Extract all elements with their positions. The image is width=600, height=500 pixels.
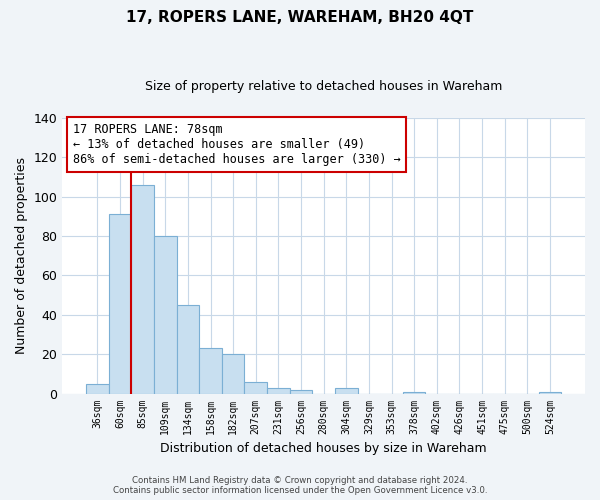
Text: 17 ROPERS LANE: 78sqm
← 13% of detached houses are smaller (49)
86% of semi-deta: 17 ROPERS LANE: 78sqm ← 13% of detached … [73, 124, 400, 166]
Bar [267, 388, 290, 394]
Bar [154, 236, 176, 394]
Bar [244, 382, 267, 394]
Bar [403, 392, 425, 394]
Bar [131, 185, 154, 394]
Bar [335, 388, 358, 394]
Y-axis label: Number of detached properties: Number of detached properties [15, 157, 28, 354]
Title: Size of property relative to detached houses in Wareham: Size of property relative to detached ho… [145, 80, 502, 93]
Bar [176, 305, 199, 394]
Bar [109, 214, 131, 394]
Bar [539, 392, 561, 394]
X-axis label: Distribution of detached houses by size in Wareham: Distribution of detached houses by size … [160, 442, 487, 455]
Bar [199, 348, 222, 394]
Text: Contains HM Land Registry data © Crown copyright and database right 2024.
Contai: Contains HM Land Registry data © Crown c… [113, 476, 487, 495]
Text: 17, ROPERS LANE, WAREHAM, BH20 4QT: 17, ROPERS LANE, WAREHAM, BH20 4QT [127, 10, 473, 25]
Bar [222, 354, 244, 394]
Bar [290, 390, 313, 394]
Bar [86, 384, 109, 394]
